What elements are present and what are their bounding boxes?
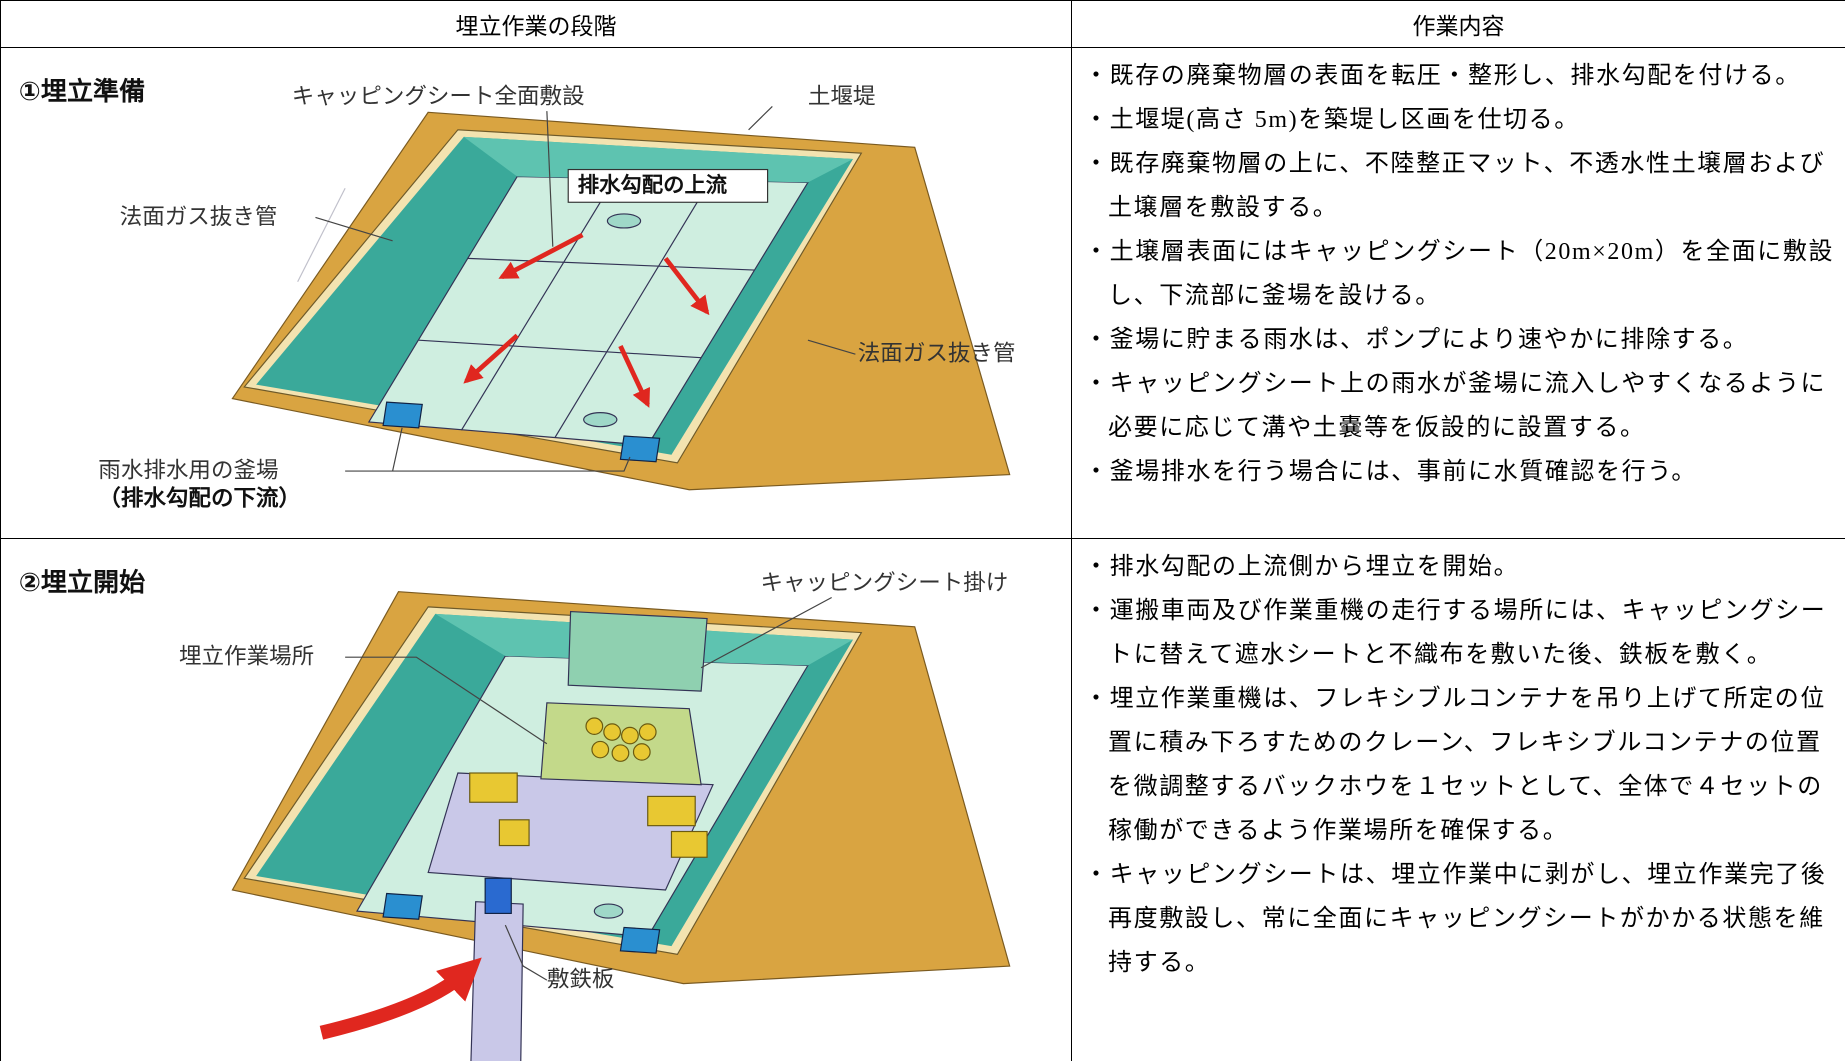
item: ・土壌層表面にはキャッピングシート（20m×20m）を全面に敷設し、下流部に釜場… [1084,239,1835,309]
label: キャッピングシート掛け [760,570,1008,596]
label: 法面ガス抜き管 [858,341,1016,367]
label: 敷鉄板 [547,967,615,993]
item: ・釜場に貯まる雨水は、ポンプにより速やかに排除する。 [1084,327,1749,353]
item: ・釜場排水を行う場合には、事前に水質確認を行う。 [1084,459,1697,485]
items-cell: ・既存の廃棄物層の表面を転圧・整形し、排水勾配を付ける。 ・土堰堤(高さ 5m)を… [1071,47,1845,539]
item: ・既存の廃棄物層の表面を転圧・整形し、排水勾配を付ける。 [1084,63,1801,89]
label: 雨水排水用の釜場 [98,458,278,484]
item: ・排水勾配の上流側から埋立を開始。 [1084,554,1520,580]
label: 排水勾配の上流 [578,172,727,197]
item: ・埋立作業重機は、フレキシブルコンテナを吊り上げて所定の位置に積み下ろすためのク… [1084,686,1826,844]
row: ②埋立開始 キャッピングシート掛け 埋立作業場所 敷鉄板 ・排水勾配の上流側から… [0,538,1845,1061]
item: ・既存廃棄物層の上に、不陸整正マット、不透水性土壌層および土壌層を敷設する。 [1084,151,1826,221]
label: 法面ガス抜き管 [120,204,278,230]
item: ・運搬車両及び作業重機の走行する場所には、キャッピングシートに替えて遮水シートと… [1084,598,1827,668]
header-row: 埋立作業の段階 作業内容 [0,0,1845,48]
row: ①埋立準備 キャッピングシート全面敷設 土堰堤 排水勾配の上流 法面ガス抜き管 … [0,47,1845,539]
label: （排水勾配の下流） [98,485,301,512]
label: キャッピングシート全面敷設 [292,84,585,110]
label: 埋立作業場所 [179,644,314,670]
header-cell: 埋立作業の段階 [0,0,1072,48]
stage-cell: ①埋立準備 キャッピングシート全面敷設 土堰堤 排水勾配の上流 法面ガス抜き管 … [0,47,1072,539]
stage-title: ②埋立開始 [19,567,146,598]
stage-cell: ②埋立開始 キャッピングシート掛け 埋立作業場所 敷鉄板 [0,538,1072,1061]
label: 土堰堤 [808,84,876,110]
stage-title: ①埋立準備 [19,76,145,107]
item-list: ・排水勾配の上流側から埋立を開始。・運搬車両及び作業重機の走行する場所には、キャ… [1072,539,1845,985]
item: ・土堰堤(高さ 5m)を築堤し区画を仕切る。 [1084,107,1580,133]
header-cell: 作業内容 [1071,0,1845,48]
item: ・キャッピングシート上の雨水が釜場に流入しやすくなるように必要に応じて溝や土嚢等… [1084,371,1827,441]
items-cell: ・排水勾配の上流側から埋立を開始。・運搬車両及び作業重機の走行する場所には、キャ… [1071,538,1845,1061]
item: ・キャッピングシートは、埋立作業中に剥がし、埋立作業完了後再度敷設し、常に全面に… [1084,862,1827,976]
stage-illustration: ①埋立準備 キャッピングシート全面敷設 土堰堤 排水勾配の上流 法面ガス抜き管 … [19,76,1016,512]
item-list: ・既存の廃棄物層の表面を転圧・整形し、排水勾配を付ける。 ・土堰堤(高さ 5m)を… [1072,48,1845,494]
stage-illustration: ②埋立開始 キャッピングシート掛け 埋立作業場所 敷鉄板 [19,567,1011,1061]
